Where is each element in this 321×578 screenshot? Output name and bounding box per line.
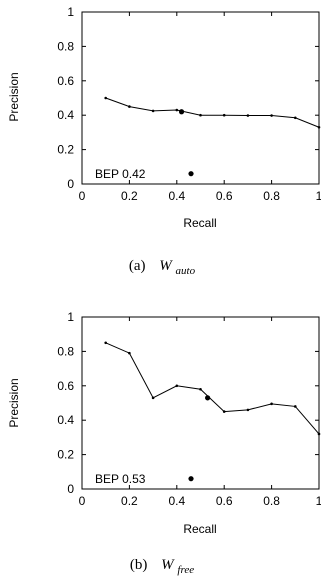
plot-frame	[81, 11, 320, 185]
y-tick-label: 0.2	[57, 448, 74, 462]
data-point	[246, 408, 250, 412]
data-point	[270, 114, 273, 117]
y-tick-label: 0.2	[57, 143, 74, 157]
data-point	[175, 108, 179, 112]
data-point	[317, 432, 321, 436]
data-point	[222, 113, 226, 117]
data-point	[199, 387, 202, 391]
y-tick-label: 1	[67, 310, 74, 324]
y-tick-label: 1	[67, 5, 74, 19]
y-tick-label: 0	[67, 177, 74, 191]
data-point	[246, 114, 250, 117]
bep-point	[178, 109, 185, 115]
data-point	[294, 116, 297, 120]
caption: (a) W auto	[129, 258, 196, 277]
x-axis-label: Recall	[183, 216, 216, 230]
data-point	[151, 109, 155, 113]
data-point	[317, 125, 321, 129]
y-tick-label: 0.6	[57, 74, 74, 88]
bep-point	[205, 395, 211, 401]
caption: (b) W free	[130, 557, 194, 576]
x-tick-label: 0	[79, 189, 86, 203]
y-axis-label: Precision	[7, 72, 21, 121]
x-tick-label: 0.8	[263, 189, 280, 203]
data-point	[151, 396, 155, 400]
data-point	[128, 351, 131, 355]
series-line	[105, 97, 320, 128]
bep-label: BEP 0.42	[95, 167, 146, 181]
data-point	[104, 341, 107, 345]
bep-legend-marker	[188, 171, 194, 177]
y-tick-label: 0.6	[57, 379, 74, 393]
y-axis-label: Precision	[7, 378, 21, 427]
x-tick-label: 0.2	[121, 189, 138, 203]
x-tick-label: 0.4	[168, 189, 185, 203]
x-tick-label: 0.8	[263, 494, 280, 508]
data-point	[199, 113, 202, 117]
x-axis-label: Recall	[183, 522, 216, 536]
bep-legend-marker	[188, 476, 194, 482]
x-tick-label: 0	[79, 494, 86, 508]
y-tick-label: 0.4	[57, 413, 74, 427]
x-tick-label: 1	[316, 494, 321, 508]
data-point	[270, 402, 273, 406]
bep-label: BEP 0.53	[95, 472, 146, 486]
y-tick-label: 0.4	[57, 108, 74, 122]
data-point	[222, 410, 226, 413]
panel-a: Precision Recall BEP 0.42 (a) W auto 0 0.…	[7, 5, 321, 277]
panel-b: Precision Recall BEP 0.53 (b) W free 0 0.…	[7, 310, 321, 576]
series-line	[105, 342, 320, 435]
y-tick-label: 0.8	[57, 39, 74, 53]
x-tick-label: 0.4	[168, 494, 185, 508]
y-tick-label: 0	[67, 482, 74, 496]
x-tick-label: 0.2	[121, 494, 138, 508]
plot-frame	[81, 316, 320, 490]
data-point	[128, 105, 131, 108]
x-tick-label: 0.6	[216, 494, 233, 508]
data-point	[104, 96, 107, 100]
data-point	[294, 405, 297, 408]
data-point	[175, 384, 179, 388]
x-tick-label: 0.6	[216, 189, 233, 203]
x-tick-label: 1	[316, 189, 321, 203]
y-tick-label: 0.8	[57, 344, 74, 358]
